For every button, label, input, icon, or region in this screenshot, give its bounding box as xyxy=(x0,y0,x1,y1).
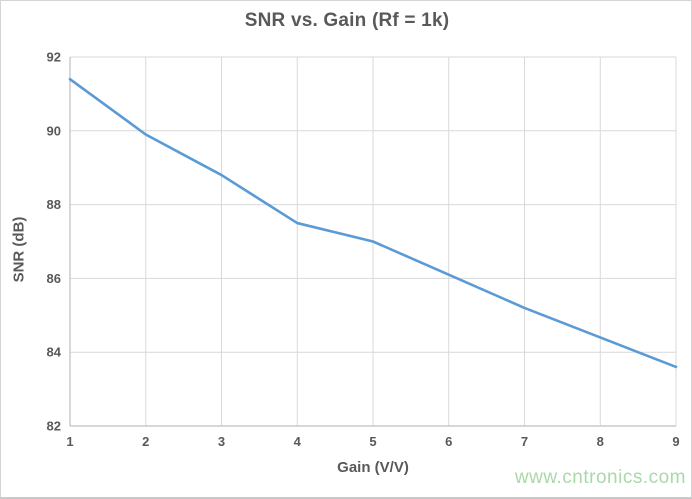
y-tick-label: 88 xyxy=(47,197,61,212)
y-tick-label: 84 xyxy=(47,345,62,360)
x-tick-label: 8 xyxy=(597,434,604,449)
x-axis-title: Gain (V/V) xyxy=(337,459,409,476)
snr-series-line xyxy=(68,77,678,369)
x-tick-label: 3 xyxy=(218,434,225,449)
y-tick-label: 90 xyxy=(47,123,61,138)
x-tick-label: 4 xyxy=(294,434,302,449)
y-tick-label: 92 xyxy=(47,50,61,65)
chart-title: SNR vs. Gain (Rf = 1k) xyxy=(244,10,450,31)
watermark: www.cntronics.com xyxy=(514,467,686,488)
y-tick-label: 82 xyxy=(47,419,61,434)
x-tick-label: 2 xyxy=(142,434,149,449)
x-tick-label: 5 xyxy=(369,434,376,449)
x-tick-label: 9 xyxy=(672,434,679,449)
x-tick-label: 6 xyxy=(445,434,452,449)
y-tick-label: 86 xyxy=(47,271,61,286)
x-tick-label: 1 xyxy=(66,434,73,449)
x-tick-label: 7 xyxy=(521,434,528,449)
